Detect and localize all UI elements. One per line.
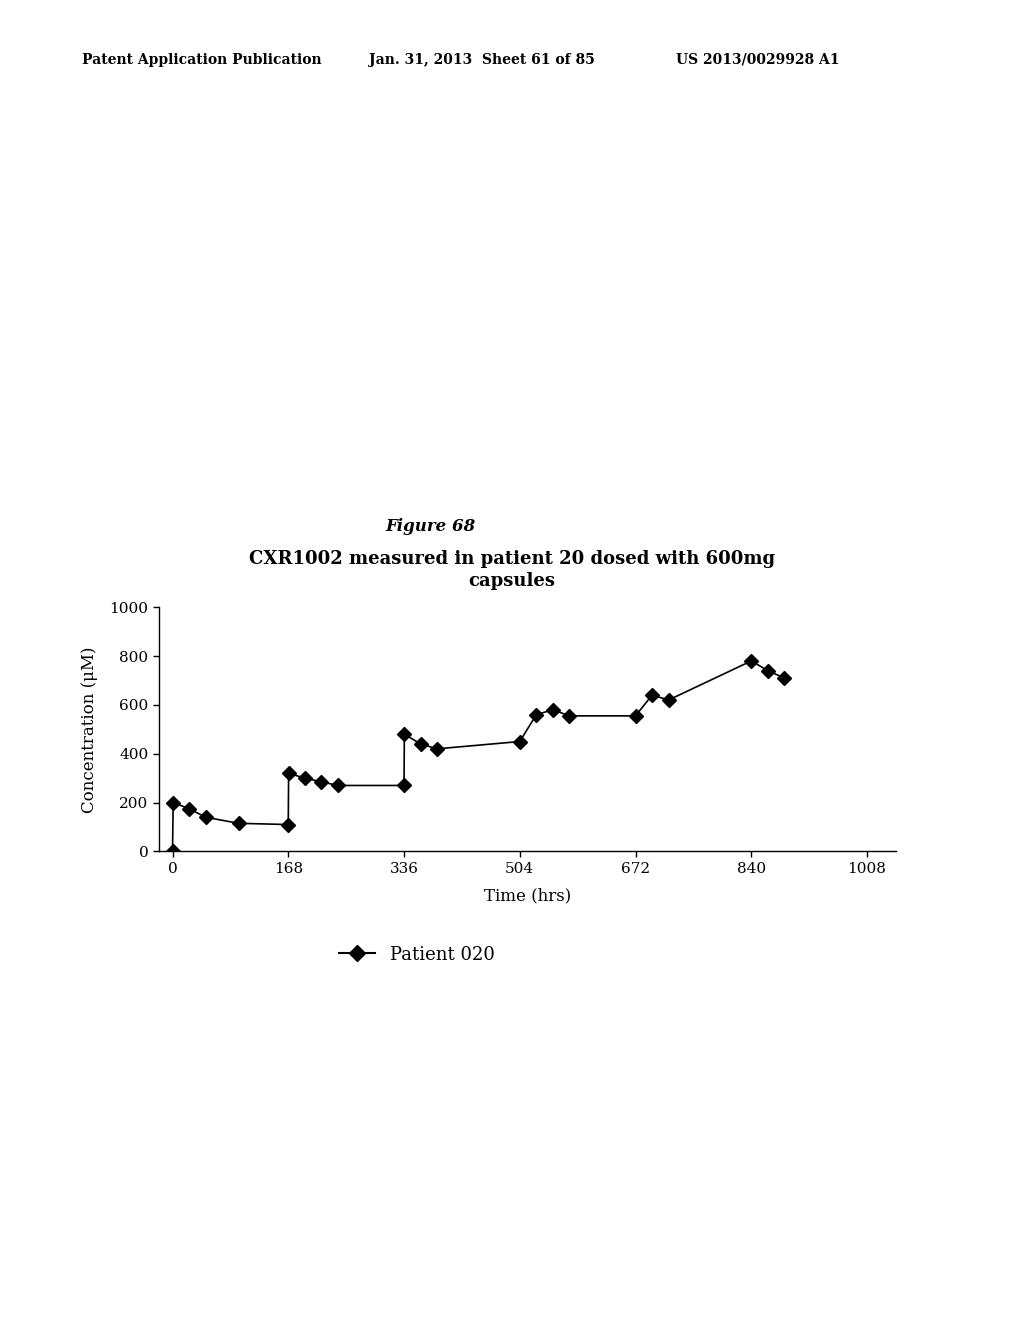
Text: CXR1002 measured in patient 20 dosed with 600mg: CXR1002 measured in patient 20 dosed wit… — [249, 549, 775, 568]
Y-axis label: Concentration (μM): Concentration (μM) — [81, 645, 98, 813]
Legend: Patient 020: Patient 020 — [332, 939, 502, 972]
Text: US 2013/0029928 A1: US 2013/0029928 A1 — [676, 53, 840, 67]
Text: Figure 68: Figure 68 — [385, 517, 475, 535]
Text: Jan. 31, 2013  Sheet 61 of 85: Jan. 31, 2013 Sheet 61 of 85 — [369, 53, 594, 67]
Text: capsules: capsules — [469, 572, 555, 590]
Text: Patent Application Publication: Patent Application Publication — [82, 53, 322, 67]
X-axis label: Time (hrs): Time (hrs) — [483, 887, 571, 904]
